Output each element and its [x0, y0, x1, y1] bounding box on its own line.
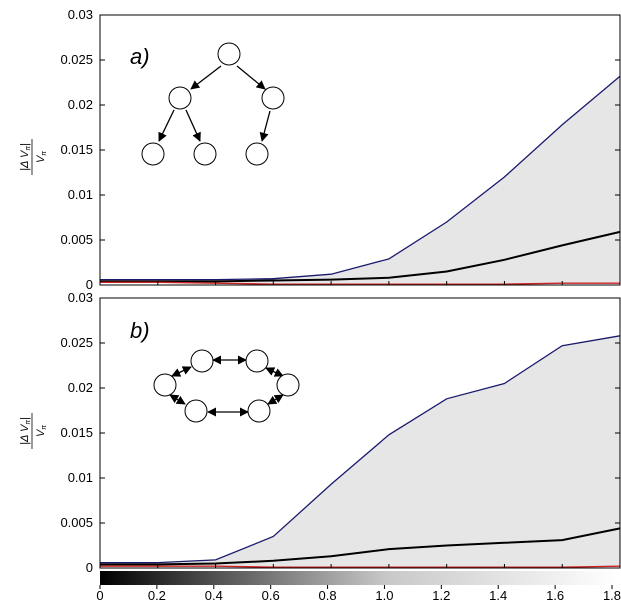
- y-label-subscript: π: [41, 151, 48, 156]
- ring-node: [153, 373, 177, 397]
- y-tick-label: 0.005: [60, 515, 93, 530]
- colorbar-tick-label: 0: [96, 588, 103, 603]
- colorbar-tick-label: 0.6: [262, 588, 280, 603]
- ring-edge: [267, 394, 284, 405]
- y-tick-label: 0: [86, 277, 93, 292]
- colorbar: [100, 571, 620, 585]
- y-tick-label: 0.015: [60, 425, 93, 440]
- y-tick-label: 0.015: [60, 142, 93, 157]
- series-line: [100, 335, 621, 564]
- y-axis-label-a: |Δ Vπ| Vπ: [19, 139, 48, 175]
- tree-edge: [185, 109, 201, 142]
- colorbar-tick-label: 1.2: [432, 588, 450, 603]
- ring-node: [190, 349, 214, 373]
- colorbar-tick-label: 1.0: [375, 588, 393, 603]
- y-tick-label: 0.03: [68, 7, 93, 22]
- y-label-subscript: π: [41, 425, 48, 430]
- y-label-numerator-b: |Δ Vπ|: [19, 417, 32, 445]
- colorbar-tick-label: 0.8: [319, 588, 337, 603]
- y-tick-label: 0.02: [68, 380, 93, 395]
- y-label-denominator-b: Vπ: [35, 425, 48, 437]
- y-tick-label: 0.025: [60, 335, 93, 350]
- ring-node: [245, 349, 269, 373]
- colorbar-tick-label: 0.2: [148, 588, 166, 603]
- series-line: [100, 281, 620, 285]
- tree-node: [217, 42, 241, 66]
- y-tick-label: 0.01: [68, 187, 93, 202]
- y-label-subscript: π: [25, 420, 32, 425]
- tree-node: [141, 142, 165, 166]
- tree-edge: [158, 109, 175, 142]
- tree-edge: [259, 110, 271, 142]
- y-axis-label-b: |Δ Vπ| Vπ: [19, 413, 48, 449]
- y-tick-label: 0.005: [60, 232, 93, 247]
- tree-node: [261, 86, 285, 110]
- y-label-numerator-a: |Δ Vπ|: [19, 143, 32, 171]
- y-tick-label: 0.01: [68, 470, 93, 485]
- y-tick-label: 0.02: [68, 97, 93, 112]
- y-label-abs-bar: |: [19, 143, 31, 146]
- colorbar-tick-label: 1.4: [489, 588, 507, 603]
- series-line: [100, 230, 621, 283]
- series-line: [100, 75, 621, 281]
- ring-edge: [265, 367, 284, 377]
- colorbar-tick-label: 0.4: [205, 588, 223, 603]
- tree-node: [168, 86, 192, 110]
- y-tick-label: 0.03: [68, 290, 93, 305]
- colorbar-ticks: 0 0.2 0.4 0.6 0.8 1.0 1.2 1.4 1.6 1.8: [96, 585, 621, 603]
- tree-edge: [236, 65, 266, 90]
- ring-node: [247, 399, 271, 423]
- inset-ring-diagram: [153, 349, 300, 423]
- series-line: [100, 527, 621, 566]
- ring-edge: [169, 394, 186, 405]
- y-label-subscript: π: [25, 146, 32, 151]
- panel-b: 0 0.005 0.01 0.015 0.02 0.025 0.03: [60, 290, 621, 575]
- ring-node: [184, 399, 208, 423]
- ring-edge: [171, 366, 192, 377]
- tree-node: [245, 142, 269, 166]
- y-tick-label: 0.025: [60, 52, 93, 67]
- y-label-denominator-a: Vπ: [35, 151, 48, 163]
- tree-edge: [190, 65, 222, 90]
- band-fill: [100, 335, 620, 568]
- series-line: [100, 565, 621, 568]
- panel-a: 0 0.005 0.01 0.015 0.02 0.025 0.03: [60, 7, 621, 292]
- panel-label-a: a): [130, 44, 150, 69]
- colorbar-tick-label: 1.8: [603, 588, 621, 603]
- colorbar-tick-label: 1.6: [546, 588, 564, 603]
- ring-node: [276, 373, 300, 397]
- band-fill: [100, 76, 620, 285]
- panel-label-b: b): [130, 318, 150, 343]
- tree-node: [193, 142, 217, 166]
- inset-tree-diagram: [141, 42, 285, 166]
- y-tick-label: 0: [86, 560, 93, 575]
- y-label-abs-bar: |: [19, 417, 31, 420]
